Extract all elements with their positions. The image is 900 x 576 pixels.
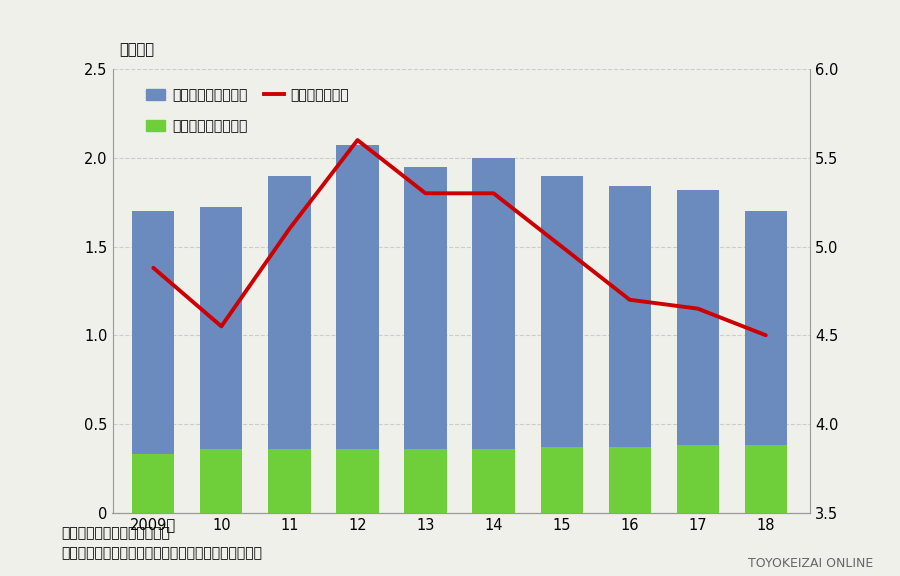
Bar bbox=[744, 211, 787, 513]
Bar bbox=[201, 449, 242, 513]
倍率（右目盛） bbox=[148, 264, 158, 271]
倍率（右目盛） bbox=[556, 243, 567, 250]
倍率（右目盛） bbox=[692, 305, 703, 312]
Bar bbox=[337, 145, 379, 513]
Bar bbox=[201, 207, 242, 513]
Text: （注）データは前期日程のみ: （注）データは前期日程のみ bbox=[61, 526, 170, 540]
倍率（右目盛） bbox=[760, 332, 771, 339]
Bar bbox=[268, 449, 310, 513]
Bar bbox=[677, 445, 719, 513]
Bar bbox=[132, 454, 175, 513]
Bar bbox=[132, 211, 175, 513]
Bar bbox=[744, 445, 787, 513]
Bar bbox=[268, 176, 310, 513]
Text: TOYOKEIZAI ONLINE: TOYOKEIZAI ONLINE bbox=[748, 557, 873, 570]
Bar bbox=[337, 449, 379, 513]
Text: （出所）代々木ゼミナール調査をもとに東洋経済作成: （出所）代々木ゼミナール調査をもとに東洋経済作成 bbox=[61, 546, 262, 560]
倍率（右目盛） bbox=[420, 190, 431, 197]
Bar bbox=[404, 166, 446, 513]
Bar bbox=[677, 190, 719, 513]
倍率（右目盛） bbox=[216, 323, 227, 330]
Bar bbox=[404, 449, 446, 513]
Bar bbox=[541, 447, 582, 513]
Bar bbox=[541, 176, 582, 513]
Line: 倍率（右目盛）: 倍率（右目盛） bbox=[153, 140, 766, 335]
Bar bbox=[608, 186, 651, 513]
倍率（右目盛） bbox=[625, 296, 635, 303]
Bar bbox=[608, 447, 651, 513]
倍率（右目盛） bbox=[352, 137, 363, 143]
Bar bbox=[472, 158, 515, 513]
倍率（右目盛） bbox=[284, 225, 295, 232]
Text: （万人）: （万人） bbox=[120, 41, 154, 56]
倍率（右目盛） bbox=[488, 190, 499, 197]
Legend: 合格者数（左目盛）: 合格者数（左目盛） bbox=[140, 114, 253, 139]
Bar bbox=[472, 449, 515, 513]
